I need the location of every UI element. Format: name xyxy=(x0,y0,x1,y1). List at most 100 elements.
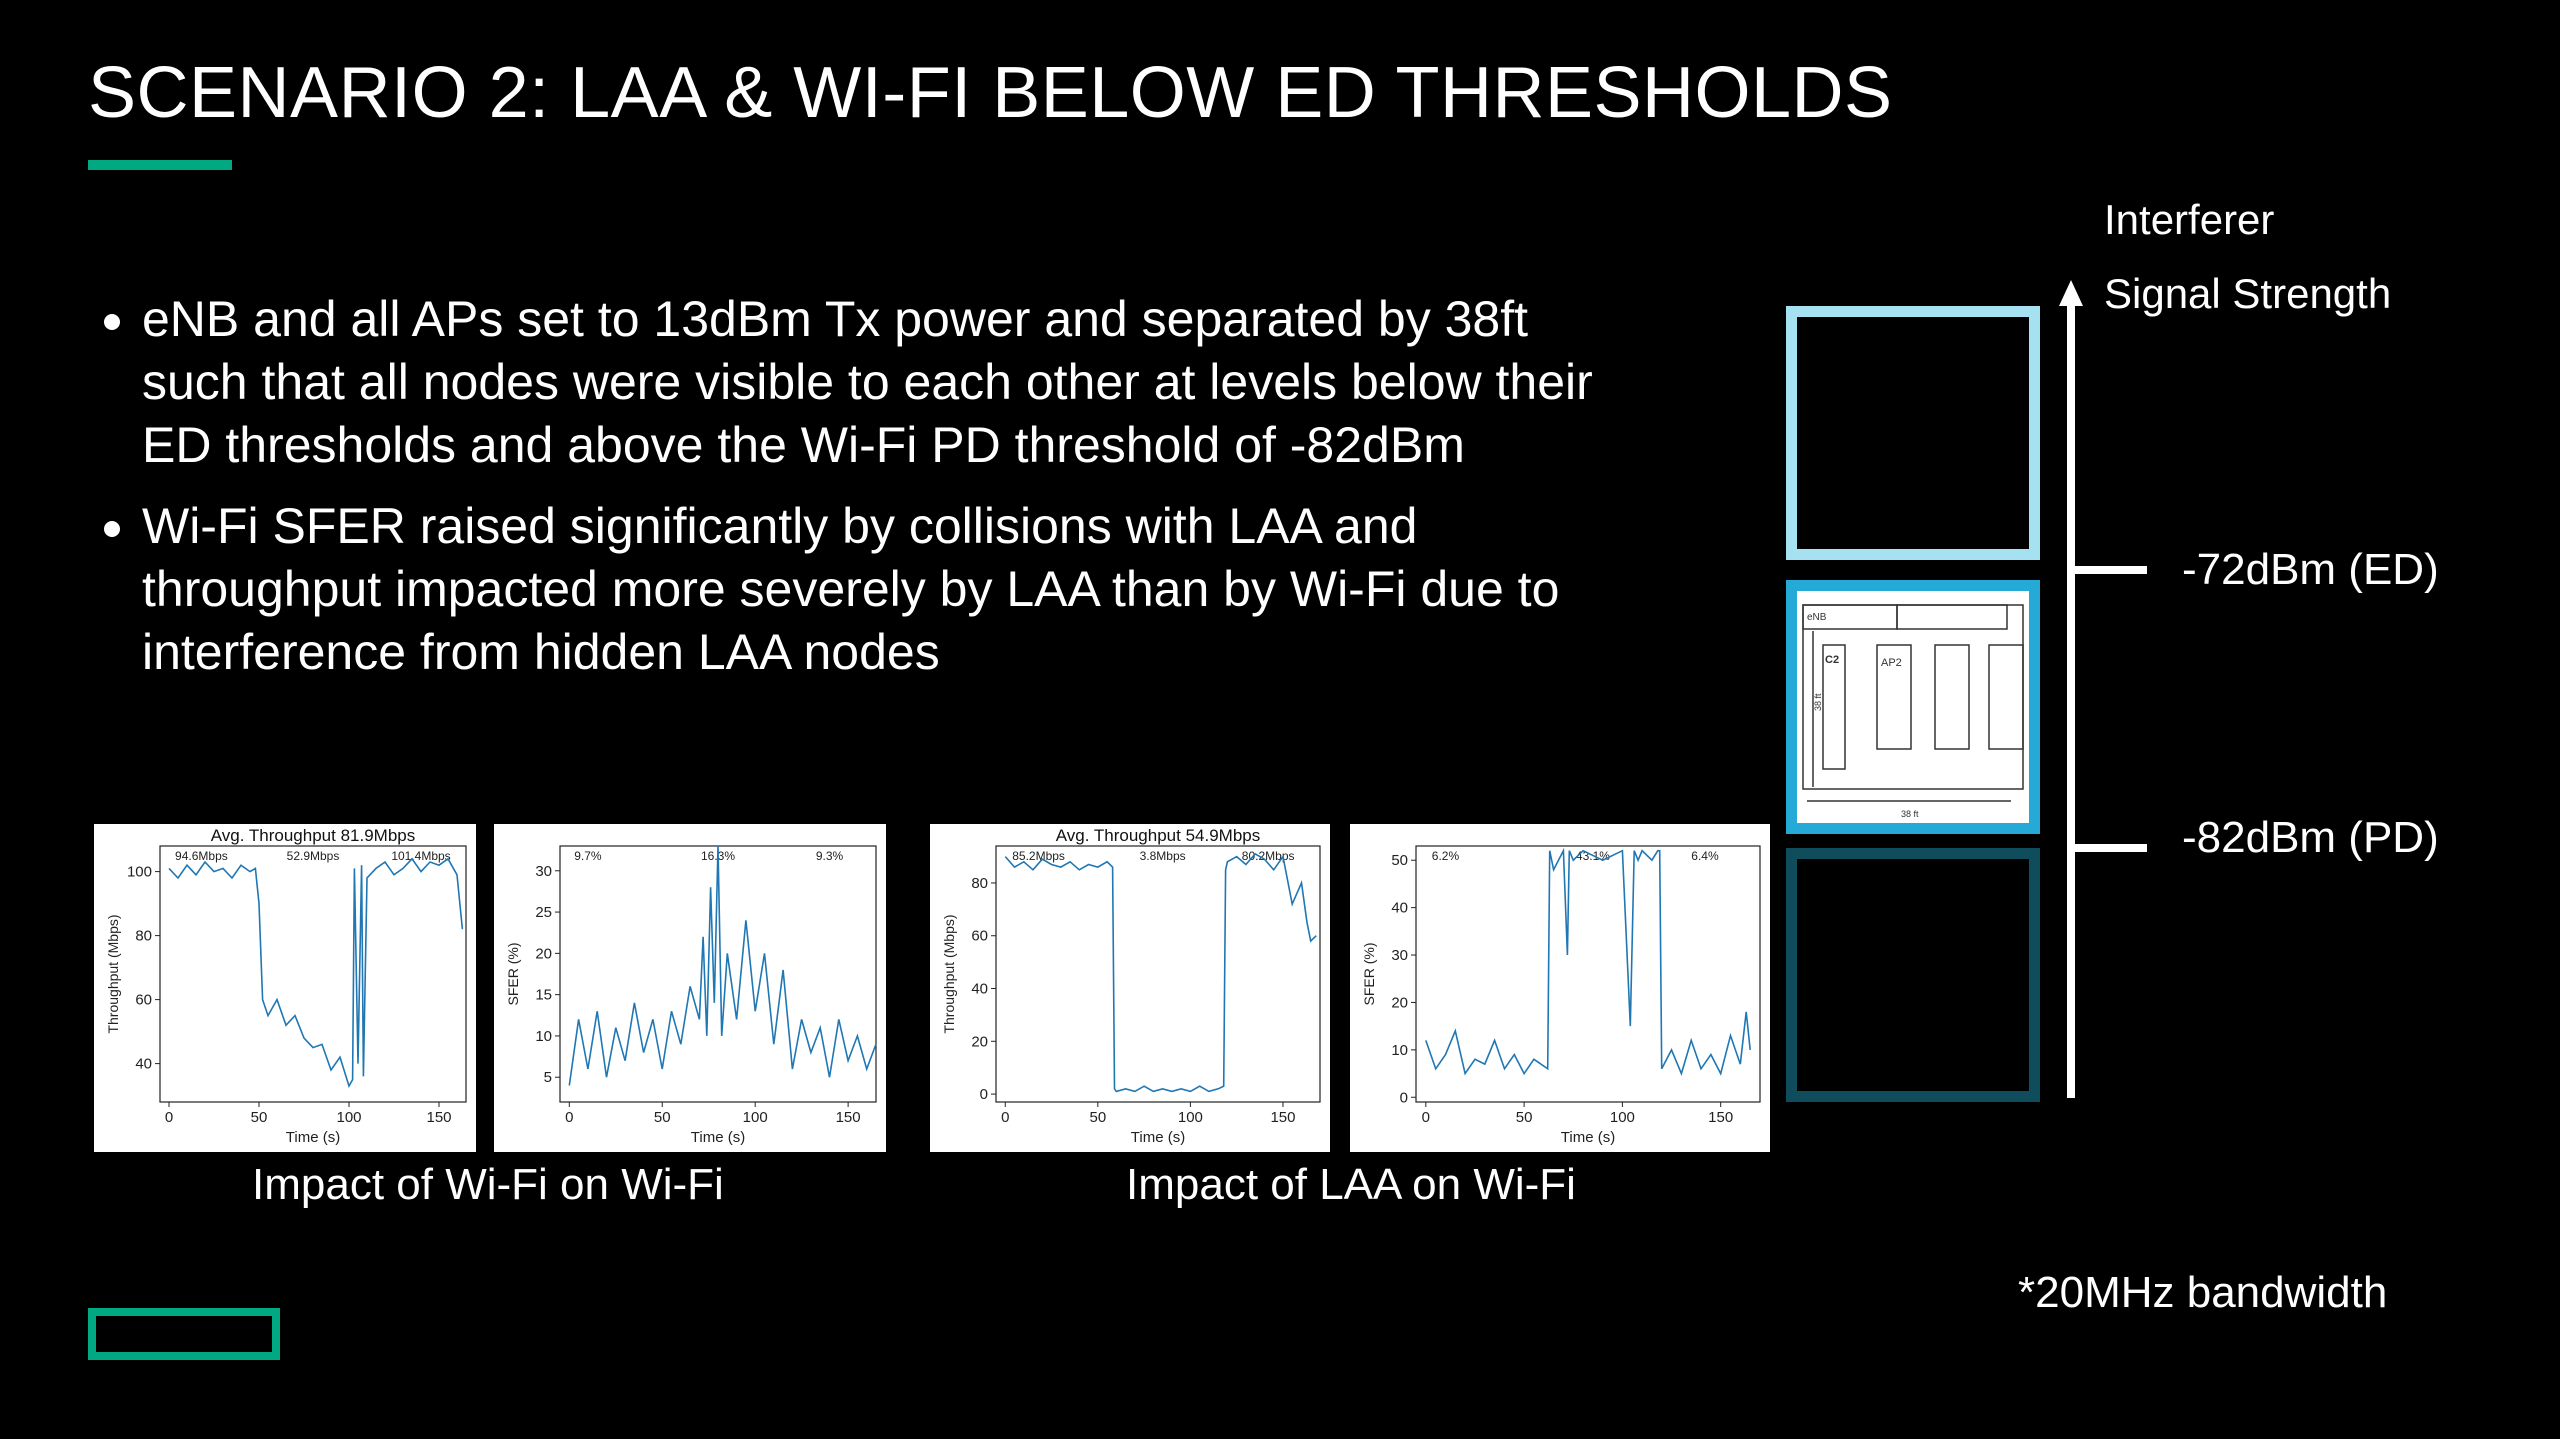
chart-title: Avg. Throughput 54.9Mbps xyxy=(1056,826,1260,845)
chart-panel: 0 50 100 150 0 20 40 60 80 Time (s) Throughput (Mb… xyxy=(930,824,1330,1152)
bandwidth-footnote: *20MHz bandwidth xyxy=(2018,1268,2388,1317)
bullet-item: Wi-Fi SFER raised significantly by colli… xyxy=(100,495,1600,684)
y-tick-label: 80 xyxy=(971,875,988,892)
segment-annotation: 3.8Mbps xyxy=(1140,849,1186,863)
y-axis-label: Throughput (Mbps) xyxy=(105,914,121,1033)
x-tick-label: 150 xyxy=(836,1109,861,1126)
laa-on-wifi-sfer-chart: 0 50 100 150 0 10 20 30 40 50 Time (s) SFER (%) 6.2%… xyxy=(1361,845,1761,1146)
y-tick-label: 10 xyxy=(535,1028,552,1045)
x-axis-label: Time (s) xyxy=(1131,1129,1185,1146)
y-tick-label: 20 xyxy=(1391,994,1408,1011)
x-axis-label: Time (s) xyxy=(286,1129,340,1146)
x-tick-label: 0 xyxy=(165,1109,173,1126)
chart-panel: 0 50 100 150 0 10 20 30 40 50 Time (s) SFER (%) 6.2%… xyxy=(1350,824,1770,1152)
title-underline xyxy=(88,160,232,170)
plot-frame xyxy=(995,845,1321,1103)
x-tick-label: 150 xyxy=(426,1109,451,1126)
strong-signal-box xyxy=(1786,306,2040,560)
x-tick-label: 0 xyxy=(565,1109,573,1126)
x-tick-label: 100 xyxy=(336,1109,361,1126)
caption-laa-on-wifi: Impact of LAA on Wi-Fi xyxy=(1126,1160,1576,1209)
x-axis-label: Time (s) xyxy=(691,1129,745,1146)
chart-panel: 0 50 100 150 5 10 15 20 25 30 Time (s) SFER (%) 9.7%… xyxy=(494,824,886,1152)
x-tick-label: 50 xyxy=(1089,1109,1106,1126)
weak-signal-box xyxy=(1786,848,2040,1102)
ed-threshold-tick xyxy=(2071,566,2147,574)
y-tick-label: 40 xyxy=(135,1056,152,1073)
pd-threshold-tick xyxy=(2071,844,2147,852)
y-tick-label: 40 xyxy=(971,981,988,998)
data-series-line xyxy=(1004,852,1317,1093)
y-axis-label: Throughput (Mbps) xyxy=(941,914,957,1033)
axis-label-interferer: Interferer xyxy=(2104,196,2275,243)
x-tick-label: 150 xyxy=(1708,1109,1733,1126)
x-tick-label: 150 xyxy=(1270,1109,1295,1126)
wifi-on-wifi-throughput-chart: 0 50 100 150 40 60 80 100 Time (s) Throughput (Mb… xyxy=(105,826,467,1146)
data-series-line xyxy=(568,845,877,1086)
y-tick-label: 40 xyxy=(1391,900,1408,917)
hpe-logo-rectangle xyxy=(88,1308,280,1360)
room-outline xyxy=(1802,604,2024,790)
diagram-label-c2: C2 xyxy=(1825,654,1839,666)
segment-annotation: 9.7% xyxy=(574,849,602,863)
ap-node xyxy=(1988,644,2024,750)
y-tick-label: 100 xyxy=(127,864,152,881)
c2-node xyxy=(1822,644,1846,770)
y-tick-label: 20 xyxy=(971,1033,988,1050)
y-tick-label: 60 xyxy=(971,928,988,945)
chart-panel: 0 50 100 150 40 60 80 100 Time (s) Throughput (Mb… xyxy=(94,824,476,1152)
data-series-line xyxy=(1425,847,1751,1076)
bullet-list: eNB and all APs set to 13dBm Tx power an… xyxy=(100,288,1600,702)
data-series-line xyxy=(168,857,464,1089)
y-tick-label: 20 xyxy=(535,945,552,962)
y-tick-label: 15 xyxy=(535,987,552,1004)
y-axis-label: SFER (%) xyxy=(1361,943,1377,1006)
y-tick-label: 60 xyxy=(135,992,152,1009)
y-tick-label: 0 xyxy=(980,1086,988,1103)
slide-title: SCENARIO 2: LAA & WI-FI BELOW ED THRESHO… xyxy=(88,53,1893,133)
chart-title: Avg. Throughput 81.9Mbps xyxy=(211,826,415,845)
diagram-label-dim-h: 38 ft xyxy=(1901,809,1919,819)
x-tick-label: 0 xyxy=(1001,1109,1009,1126)
ap-node xyxy=(1934,644,1970,750)
segment-annotation: 6.2% xyxy=(1432,849,1460,863)
ed-threshold-label: -72dBm (ED) xyxy=(2182,545,2439,594)
x-tick-label: 50 xyxy=(1516,1109,1533,1126)
y-tick-label: 80 xyxy=(135,928,152,945)
enb-node-2 xyxy=(1896,604,2008,630)
segment-annotation: 101.4Mbps xyxy=(391,849,450,863)
segment-annotation: 52.9Mbps xyxy=(287,849,340,863)
laa-on-wifi-throughput-chart: 0 50 100 150 0 20 40 60 80 Time (s) Throughput (Mb… xyxy=(941,826,1321,1146)
pd-threshold-label: -82dBm (PD) xyxy=(2182,813,2439,862)
bullet-item: eNB and all APs set to 13dBm Tx power an… xyxy=(100,288,1600,477)
x-axis-label: Time (s) xyxy=(1561,1129,1615,1146)
x-tick-label: 0 xyxy=(1422,1109,1430,1126)
topology-diagram: eNB C2 AP2 38 ft 38 ft xyxy=(1802,604,2024,819)
y-axis-label: SFER (%) xyxy=(505,943,521,1006)
x-tick-label: 50 xyxy=(654,1109,671,1126)
topology-box: eNB C2 AP2 38 ft 38 ft xyxy=(1786,580,2040,834)
diagram-label-ap2: AP2 xyxy=(1881,657,1902,669)
ap-node xyxy=(1876,644,1912,750)
y-tick-label: 30 xyxy=(1391,947,1408,964)
x-tick-label: 100 xyxy=(1178,1109,1203,1126)
signal-strength-axis xyxy=(2067,300,2075,1098)
segment-annotation: 94.6Mbps xyxy=(175,849,228,863)
diagram-label-enb: eNB xyxy=(1807,612,1827,623)
y-tick-label: 25 xyxy=(535,904,552,921)
y-tick-label: 0 xyxy=(1400,1089,1408,1106)
y-tick-label: 50 xyxy=(1391,852,1408,869)
segment-annotation: 85.2Mbps xyxy=(1012,849,1065,863)
y-tick-label: 5 xyxy=(544,1069,552,1086)
diagram-label-dim-v: 38 ft xyxy=(1813,693,1823,711)
axis-label-signal-strength: Signal Strength xyxy=(2104,270,2392,317)
segment-annotation: 9.3% xyxy=(816,849,844,863)
x-tick-label: 100 xyxy=(1610,1109,1635,1126)
x-tick-label: 50 xyxy=(251,1109,268,1126)
y-tick-label: 30 xyxy=(535,863,552,880)
wifi-on-wifi-sfer-chart: 0 50 100 150 5 10 15 20 25 30 Time (s) SFER (%) 9.7%… xyxy=(505,845,877,1146)
segment-annotation: 6.4% xyxy=(1691,849,1719,863)
plot-frame xyxy=(1415,845,1761,1103)
plot-frame xyxy=(159,845,467,1103)
caption-wifi-on-wifi: Impact of Wi-Fi on Wi-Fi xyxy=(252,1160,724,1209)
